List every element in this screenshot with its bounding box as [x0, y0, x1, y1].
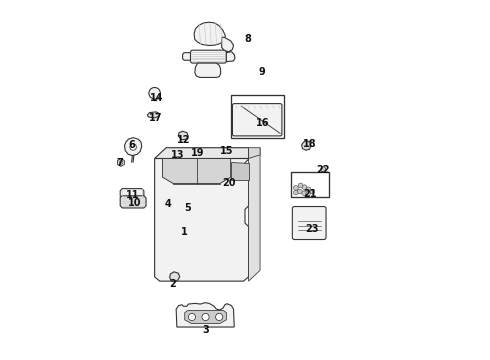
Text: 15: 15	[220, 145, 234, 156]
Text: 23: 23	[306, 225, 319, 234]
Text: 11: 11	[126, 190, 140, 200]
Polygon shape	[120, 196, 146, 208]
Text: 20: 20	[222, 178, 236, 188]
Text: 5: 5	[184, 203, 191, 213]
Polygon shape	[195, 63, 220, 77]
Polygon shape	[231, 162, 248, 180]
Circle shape	[188, 314, 196, 320]
Polygon shape	[191, 50, 226, 63]
Circle shape	[202, 314, 209, 320]
Text: 19: 19	[191, 148, 204, 158]
Circle shape	[298, 183, 303, 188]
Circle shape	[130, 144, 136, 150]
Polygon shape	[248, 148, 260, 281]
Polygon shape	[147, 112, 160, 118]
Text: 13: 13	[171, 150, 184, 160]
Circle shape	[306, 191, 311, 196]
Text: 16: 16	[255, 118, 269, 128]
Circle shape	[149, 87, 160, 99]
FancyBboxPatch shape	[293, 207, 326, 239]
Text: 9: 9	[259, 67, 266, 77]
Circle shape	[306, 187, 311, 192]
Circle shape	[294, 185, 298, 190]
Polygon shape	[221, 175, 231, 184]
Polygon shape	[174, 149, 180, 155]
Polygon shape	[226, 51, 235, 62]
Text: 3: 3	[202, 325, 209, 335]
Text: 14: 14	[150, 93, 164, 103]
Polygon shape	[155, 158, 248, 281]
Text: 21: 21	[303, 189, 317, 199]
Circle shape	[302, 185, 307, 189]
Text: 4: 4	[165, 199, 172, 210]
Text: 10: 10	[128, 198, 142, 208]
Polygon shape	[178, 131, 188, 140]
Polygon shape	[302, 140, 311, 150]
Polygon shape	[193, 148, 200, 154]
Polygon shape	[124, 138, 142, 156]
Polygon shape	[163, 158, 231, 184]
Polygon shape	[183, 53, 191, 60]
Bar	[291, 172, 329, 197]
Circle shape	[302, 191, 307, 195]
Text: 12: 12	[176, 135, 190, 145]
FancyBboxPatch shape	[232, 104, 282, 136]
Polygon shape	[221, 37, 234, 51]
Text: 2: 2	[169, 279, 176, 289]
Polygon shape	[248, 148, 260, 158]
Circle shape	[297, 189, 302, 194]
Circle shape	[320, 167, 326, 172]
Text: 8: 8	[245, 35, 251, 44]
Polygon shape	[170, 272, 180, 282]
Circle shape	[216, 314, 223, 320]
Polygon shape	[155, 148, 248, 158]
Circle shape	[294, 190, 298, 195]
Circle shape	[310, 189, 315, 194]
Bar	[231, 95, 285, 138]
Polygon shape	[176, 303, 234, 327]
Polygon shape	[194, 22, 225, 45]
Text: 1: 1	[181, 227, 187, 237]
Text: 18: 18	[303, 139, 317, 149]
Text: 7: 7	[117, 158, 123, 168]
Text: 17: 17	[148, 113, 162, 123]
Text: 6: 6	[128, 140, 135, 150]
Text: 22: 22	[317, 165, 330, 175]
Polygon shape	[185, 311, 226, 323]
Circle shape	[119, 161, 122, 164]
Polygon shape	[120, 189, 144, 198]
